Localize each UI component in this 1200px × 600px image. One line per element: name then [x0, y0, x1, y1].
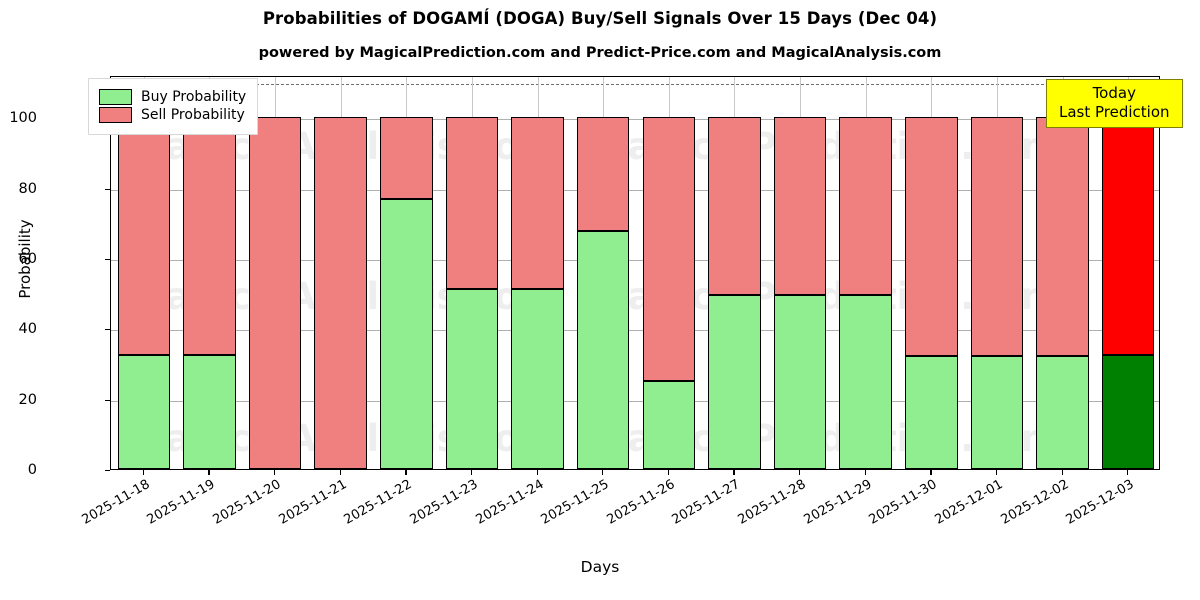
bar-segment-buy	[511, 288, 564, 469]
x-axis-label: Days	[580, 558, 620, 576]
y-tick-label-100: 100	[9, 110, 37, 127]
x-tick-mark-11	[864, 470, 866, 475]
bar-segment-buy	[380, 198, 433, 469]
gridline-y-80	[111, 189, 1159, 191]
gridline-y-20	[111, 400, 1159, 402]
bar-2025-12-01	[970, 77, 1024, 469]
bar-2025-12-03	[1101, 77, 1155, 469]
bar-segment-buy	[117, 355, 171, 469]
x-tick-mark-6	[536, 470, 538, 475]
gridline-y-60	[111, 259, 1159, 261]
legend-swatch-sell-icon	[99, 107, 132, 123]
x-tick-mark-0	[142, 470, 144, 475]
x-tick-mark-4	[405, 470, 407, 475]
plot-inner: MagicalAnalysis.comMagicalPrediction.com…	[111, 77, 1159, 469]
y-tick-label-0: 0	[27, 462, 37, 478]
bar-segment-sell	[314, 117, 367, 469]
chart-subtitle: powered by MagicalPrediction.com and Pre…	[258, 45, 942, 61]
bar-2025-11-24	[511, 77, 564, 469]
legend-swatch-buy-icon	[99, 88, 132, 105]
bar-segment-sell	[117, 117, 171, 356]
y-tick-mark-0	[105, 470, 110, 472]
reference-line	[111, 84, 1159, 86]
x-tick-mark-1	[208, 470, 210, 475]
y-tick-mark-20	[105, 399, 110, 401]
bar-2025-11-29	[839, 77, 892, 469]
legend-label-buy: Buy Probability	[141, 88, 247, 105]
bar-2025-11-26	[642, 77, 696, 469]
legend-item-sell: Sell Probability	[99, 107, 246, 123]
bar-segment-buy	[576, 230, 630, 469]
legend-item-buy: Buy Probability	[99, 88, 247, 105]
legend: Buy Probability Sell Probability	[88, 78, 259, 135]
bar-2025-11-23	[445, 77, 499, 469]
today-annotation: Today Last Prediction	[1046, 79, 1183, 128]
x-tick-mark-5	[470, 470, 473, 475]
y-tick-label-60: 60	[18, 250, 37, 267]
bar-2025-11-25	[576, 77, 630, 469]
bar-segment-sell	[905, 117, 958, 357]
plot-area: MagicalAnalysis.comMagicalPrediction.com…	[110, 76, 1160, 470]
bar-segment-buy	[642, 381, 696, 469]
bar-segment-sell	[970, 117, 1024, 357]
x-tick-mark-12	[930, 470, 932, 475]
bar-segment-buy	[445, 288, 499, 469]
bar-segment-buy	[970, 356, 1024, 469]
y-tick-mark-80	[105, 188, 110, 190]
today-annotation-line1: Today	[1092, 84, 1136, 102]
bar-2025-11-30	[905, 77, 958, 469]
bar-2025-11-28	[773, 77, 827, 469]
bar-2025-11-19	[183, 77, 236, 469]
y-tick-mark-60	[105, 258, 110, 261]
bar-2025-12-02	[1036, 77, 1089, 469]
x-tick-mark-3	[339, 470, 341, 475]
gridline-y-40	[111, 330, 1159, 332]
bar-segment-sell	[839, 117, 892, 296]
x-tick-mark-10	[799, 470, 801, 475]
y-tick-label-20: 20	[18, 391, 37, 408]
bar-segment-buy	[773, 295, 827, 469]
bar-2025-11-22	[380, 77, 433, 469]
bar-segment-buy	[183, 355, 236, 469]
x-tick-mark-15	[1127, 470, 1129, 475]
bar-segment-sell	[183, 117, 236, 356]
y-tick-mark-40	[105, 329, 110, 331]
bar-segment-buy	[708, 295, 761, 469]
gridline-y-100	[111, 119, 1159, 121]
x-tick-mark-8	[667, 470, 669, 475]
bar-segment-sell	[511, 117, 564, 289]
bar-2025-11-20	[248, 77, 302, 469]
bar-segment-sell	[642, 117, 696, 382]
legend-label-sell: Sell Probability	[141, 107, 245, 123]
x-tick-mark-9	[733, 470, 735, 475]
bar-segment-sell	[773, 117, 827, 296]
y-tick-label-80: 80	[18, 180, 37, 197]
x-tick-mark-2	[274, 470, 276, 475]
bar-2025-11-18	[117, 77, 171, 469]
bar-segment-sell	[445, 117, 499, 289]
chart-title: Probabilities of DOGAMÍ (DOGA) Buy/Sell …	[262, 9, 938, 28]
bar-segment-sell	[576, 117, 630, 231]
bar-segment-buy	[839, 295, 892, 469]
bar-segment-sell	[248, 117, 302, 469]
x-tick-mark-14	[1061, 470, 1063, 475]
x-tick-mark-7	[602, 470, 604, 475]
bar-segment-sell	[708, 117, 761, 296]
bar-segment-buy	[905, 356, 958, 469]
today-annotation-line2: Last Prediction	[1059, 102, 1170, 121]
bar-segment-sell	[1101, 117, 1155, 356]
bar-2025-11-21	[314, 77, 367, 469]
bar-segment-buy	[1036, 356, 1089, 469]
bar-segment-sell	[380, 117, 433, 199]
bar-segment-sell	[1036, 117, 1089, 357]
bar-2025-11-27	[708, 77, 761, 469]
y-tick-label-40: 40	[18, 321, 37, 338]
bar-segment-buy	[1101, 355, 1155, 469]
x-tick-mark-13	[995, 470, 998, 475]
